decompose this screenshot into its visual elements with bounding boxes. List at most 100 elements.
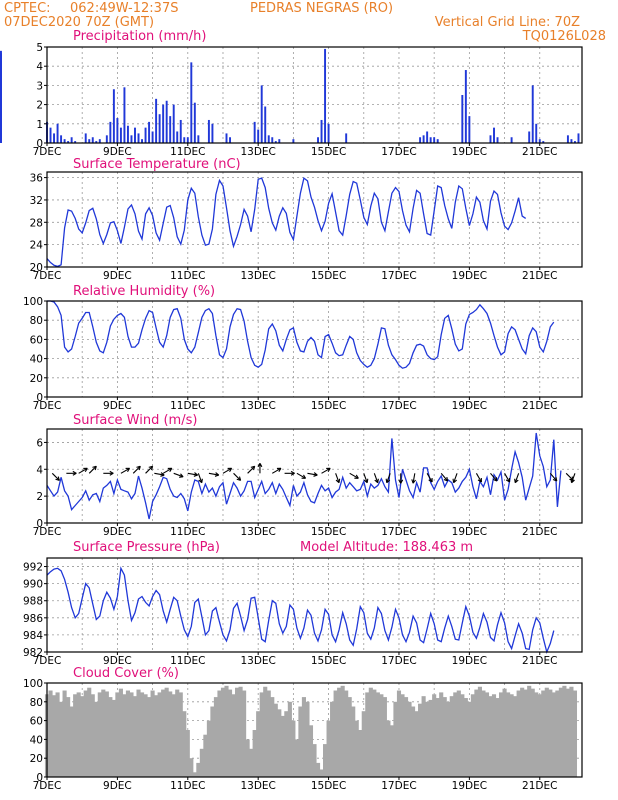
cloud-column	[238, 686, 243, 777]
cloud-column	[252, 730, 257, 777]
wind-arrow	[440, 472, 449, 482]
precip-bar	[419, 137, 422, 143]
cloud-column	[506, 692, 511, 777]
wind-arrow-head	[55, 478, 60, 481]
wind-arrow-head	[84, 468, 88, 473]
precip-bar	[531, 85, 534, 143]
cloud-column	[182, 711, 187, 777]
precip-bar	[70, 137, 73, 143]
rh-xtick-label: 7DEC	[33, 400, 62, 412]
precip-bar	[179, 119, 182, 143]
temp-xtick-label: 17DEC	[381, 270, 416, 282]
precip-xtick-label: 15DEC	[311, 146, 346, 158]
wind-arrow-head	[198, 479, 203, 484]
temp-ytick-label: 36	[30, 173, 44, 185]
temp-title: Surface Temperature (nC)	[73, 157, 241, 172]
wind-xtick-label: 19DEC	[452, 526, 487, 538]
pres-ytick-label: 990	[23, 579, 43, 591]
precip-ytick-label: 5	[36, 42, 43, 54]
wind-panel: 0 2 4 6 7DEC 9DEC 11DEC 13DEC 15DEC 17DEC 19DEC 21D…	[33, 413, 583, 538]
wind-frame	[46, 428, 583, 524]
precip-bar	[112, 89, 115, 143]
cloud-column	[569, 686, 574, 777]
precip-frame	[46, 46, 583, 144]
wind-arrow	[145, 465, 154, 474]
wind-line	[46, 432, 562, 520]
cloud-column	[516, 690, 521, 777]
precip-bar	[155, 98, 158, 143]
precip-bar	[278, 139, 281, 143]
wind-arrow	[565, 472, 574, 481]
cloud-column	[375, 692, 380, 777]
cloud-column	[527, 685, 532, 777]
cloud-column	[358, 730, 363, 777]
wind-arrow-head	[374, 479, 379, 484]
cloud-column	[171, 694, 176, 777]
wind-xtick-label: 11DEC	[170, 526, 205, 538]
cloud-column	[481, 690, 486, 777]
precip-bar	[436, 139, 439, 143]
wind-arrow-head	[428, 479, 433, 483]
precip-bar	[542, 141, 545, 143]
header-grid-note: Vertical Grid Line: 70Z	[435, 15, 580, 30]
wind-arrow-head	[179, 476, 184, 478]
wind-arrow-head	[257, 463, 261, 468]
cloud-column	[291, 720, 296, 777]
wind-arrow-head	[193, 474, 198, 477]
cloud-column	[389, 725, 394, 777]
wind-arrow-head	[278, 468, 282, 473]
wind-arrow	[335, 473, 340, 483]
cloud-column	[453, 692, 458, 777]
rh-ytick-label: 60	[30, 334, 43, 346]
cloud-column	[270, 697, 275, 777]
temp-xtick-label: 15DEC	[311, 270, 346, 282]
cloud-column	[139, 692, 145, 777]
precip-bar	[148, 121, 151, 143]
wind-arrow-head	[514, 479, 519, 484]
rh-xtick-label: 19DEC	[452, 400, 487, 412]
rh-xtick-label: 15DEC	[311, 400, 346, 412]
temp-xtick-label: 21DEC	[522, 270, 557, 282]
precip-bar	[162, 104, 165, 143]
cloud-column	[344, 690, 349, 777]
precip-bar	[260, 85, 263, 143]
rh-line	[47, 300, 555, 369]
cloud-column	[125, 690, 131, 777]
cloud-xtick-label: 11DEC	[170, 780, 205, 792]
pres-line	[46, 566, 555, 655]
cloud-column	[502, 688, 507, 777]
cloud-column	[442, 697, 447, 777]
precip-bar	[109, 121, 112, 143]
cloud-column	[460, 694, 465, 777]
pres-ytick-label: 982	[23, 647, 43, 659]
cloud-column	[147, 697, 152, 777]
cloud-column	[196, 762, 201, 777]
precip-bar	[433, 137, 436, 143]
cloud-column	[347, 697, 352, 777]
pres-xtick-label: 9DEC	[103, 655, 132, 667]
cloud-column	[161, 689, 166, 777]
pres-xtick-label: 19DEC	[452, 655, 487, 667]
pres-xtick-label: 11DEC	[170, 655, 205, 667]
wind-arrow-head	[327, 468, 331, 473]
cloud-column	[562, 685, 567, 777]
cloud-column	[449, 696, 454, 777]
precip-bar	[345, 133, 348, 143]
wind-arrow-head	[571, 479, 575, 484]
cloud-column	[407, 701, 412, 777]
cloud-column	[199, 748, 204, 777]
cloud-column	[301, 697, 307, 777]
precip-bar	[257, 129, 260, 143]
wind-arrow-head	[180, 473, 184, 478]
cloud-column	[470, 694, 475, 777]
cloud-xtick-label: 19DEC	[452, 780, 487, 792]
cloud-column	[456, 690, 461, 777]
precip-bar	[225, 133, 228, 143]
wind-title: Surface Wind (m/s)	[73, 413, 197, 428]
precip-bar	[0, 133, 2, 143]
precip-bar	[489, 135, 492, 143]
pres-xtick-label: 17DEC	[381, 655, 416, 667]
cloud-column	[62, 690, 67, 777]
cloud-column	[87, 687, 92, 777]
cloud-column	[428, 699, 433, 777]
